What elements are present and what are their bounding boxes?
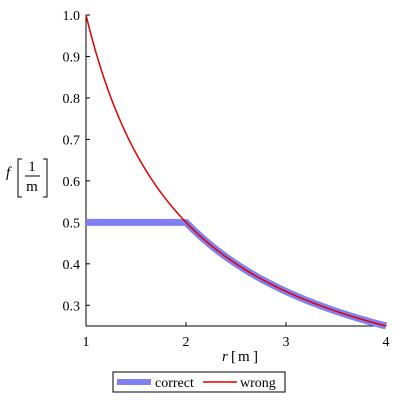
x-label-right-bracket: ] [253,349,258,365]
axes [85,14,387,327]
series-line-correct [86,218,387,330]
x-axis-unit: m [238,349,250,365]
x-tick-label: 4 [383,335,390,350]
y-tick-label: 0.8 [63,92,81,107]
x-label-left-bracket: [ [231,349,236,365]
legend-label-correct: correct [155,376,194,391]
tick-labels: 1 2 3 4 0.3 0.4 0.5 0.6 0.7 0.8 0.9 1.0 [63,9,390,350]
y-tick-label: 0.3 [63,299,81,314]
y-tick-label: 1.0 [63,9,81,24]
y-axis-label: f 1 m [6,158,48,198]
y-tick-label: 0.6 [63,175,81,190]
y-tick-label: 0.7 [63,133,81,148]
y-unit-denominator: m [26,179,38,195]
x-tick-label: 2 [183,335,190,350]
y-tick-label: 0.9 [63,50,81,65]
y-tick-label: 0.4 [63,258,81,273]
legend-label-wrong: wrong [240,376,276,391]
x-axis-label: r [ m ] [222,349,258,365]
y-label-right-bracket [43,158,48,198]
y-tick-label: 0.5 [63,216,81,231]
y-label-left-bracket [17,158,22,198]
x-tick-label: 1 [83,335,90,350]
y-axis-var: f [6,165,12,181]
x-tick-label: 3 [283,335,290,350]
series-layer [85,14,387,330]
series-line-wrong [85,14,387,327]
x-axis-var: r [222,349,228,365]
legend: correct wrong [112,371,286,393]
legend-box [112,371,286,393]
y-unit-numerator: 1 [28,159,36,175]
